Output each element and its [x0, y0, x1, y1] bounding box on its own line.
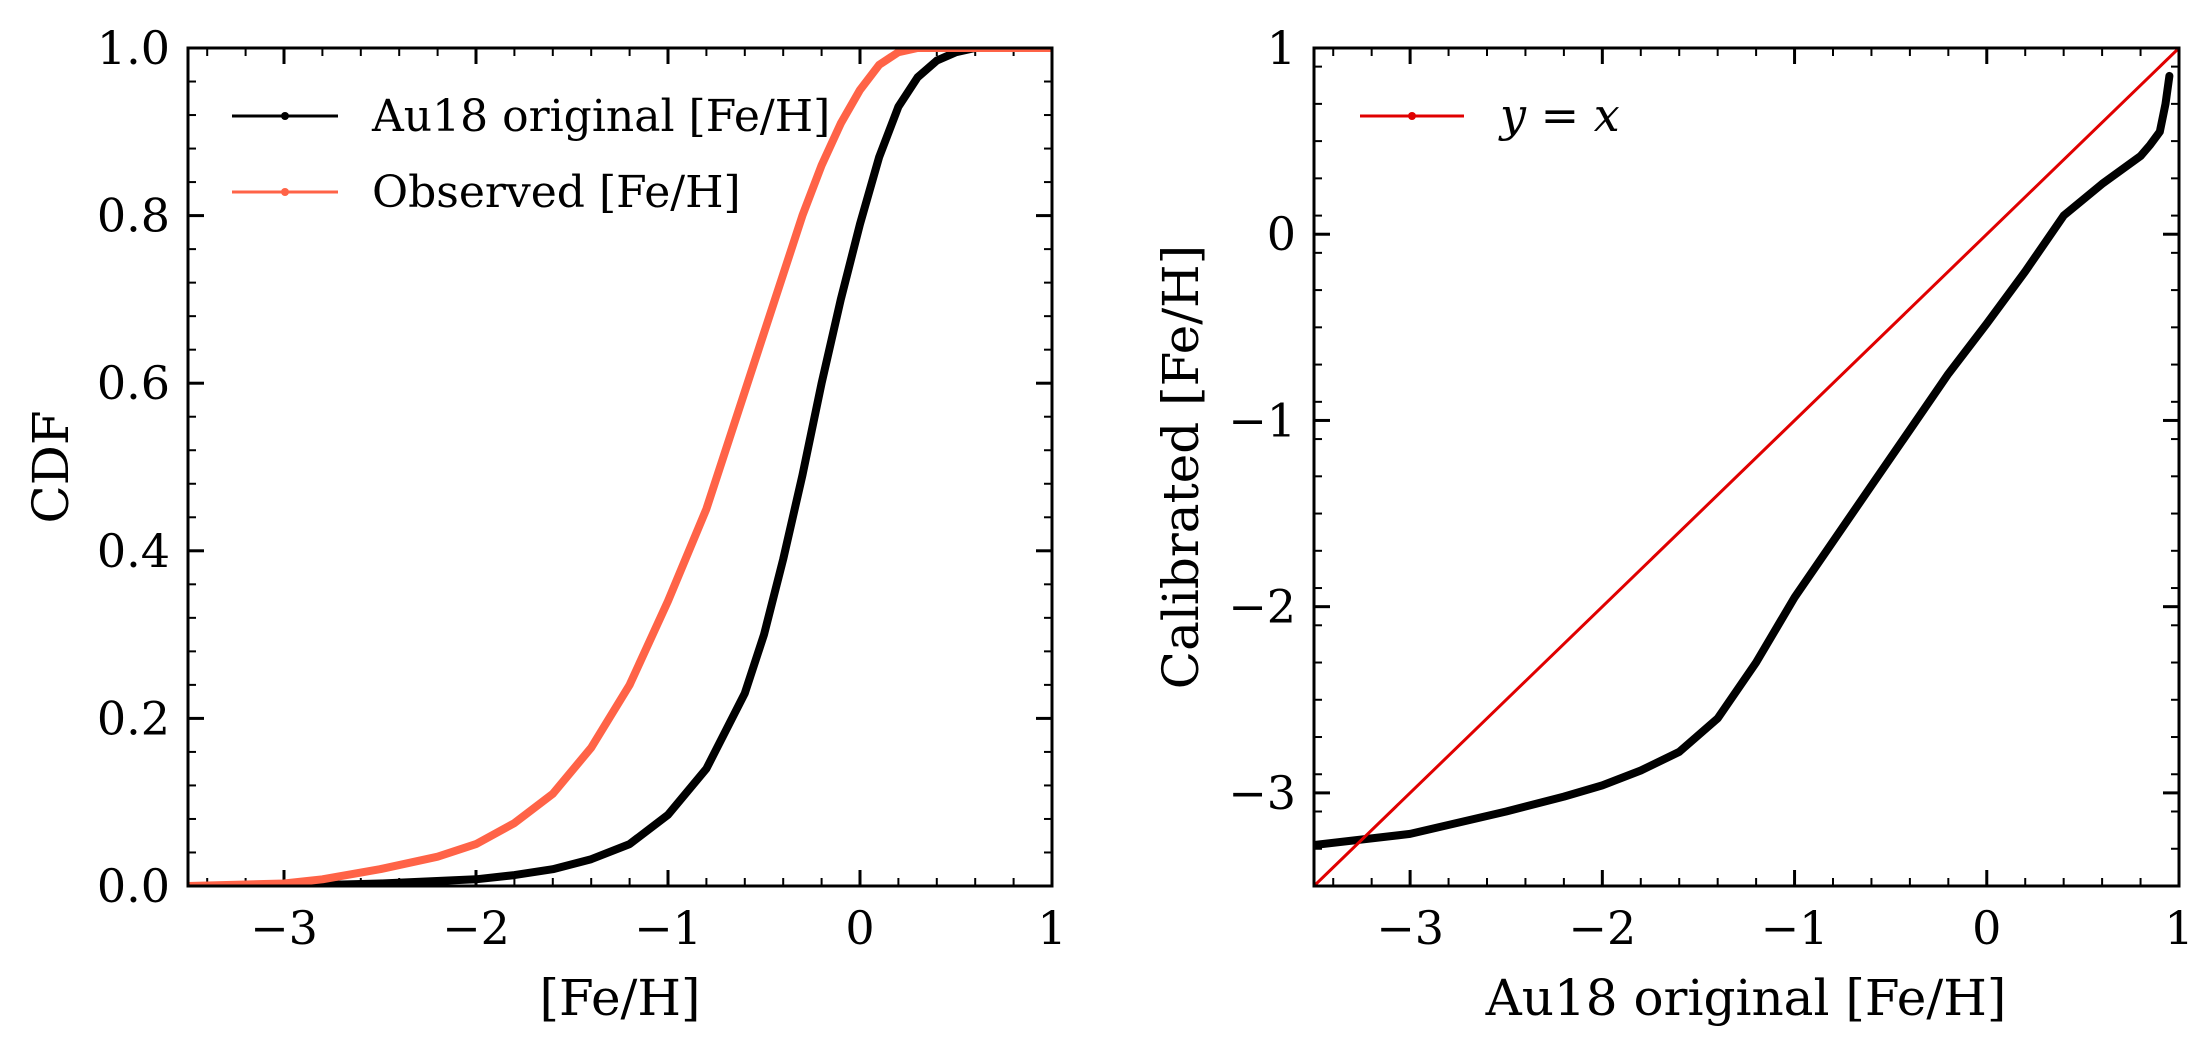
- x-tick-label: 1: [1037, 901, 1066, 955]
- left-panel: −3 −2 −1 0 1 0.0 0.2 0.4 0.6 0.8 1.0 [Fe/H] CDF A…: [22, 21, 1067, 1027]
- y-tick-label: 0.2: [97, 691, 170, 745]
- right-y-axis-label: Calibrated [Fe/H]: [1152, 245, 1210, 689]
- y-tick-label: −2: [1228, 580, 1296, 634]
- left-series-layer: [188, 48, 1052, 886]
- x-tick-label: −3: [250, 901, 318, 955]
- right-legend: y = x: [1360, 88, 1620, 142]
- legend-marker-observed: [281, 188, 289, 196]
- x-tick-label: −2: [1568, 901, 1636, 955]
- x-tick-label: 0: [845, 901, 874, 955]
- right-series-layer: [1314, 48, 2179, 886]
- series-line-au18-original-fe-h: [188, 48, 1052, 886]
- y-tick-label: 0: [1267, 207, 1296, 261]
- y-tick-label: 1: [1267, 21, 1296, 75]
- y-tick-label: −3: [1228, 766, 1296, 820]
- x-tick-label: −1: [634, 901, 702, 955]
- left-y-axis-label: CDF: [22, 410, 80, 523]
- x-tick-label: −3: [1376, 901, 1444, 955]
- right-axes-frame: [1312, 46, 2181, 888]
- left-x-tick-labels: −3 −2 −1 0 1: [250, 901, 1067, 955]
- left-x-axis-label: [Fe/H]: [539, 969, 700, 1027]
- left-axes-frame: [186, 46, 1054, 888]
- y-tick-label: 0.4: [97, 524, 170, 578]
- series-line-calibration-curve: [1314, 71, 2174, 849]
- right-panel: −3 −2 −1 0 1 −3 −2 −1 0 1 Au18 original [Fe/H] C…: [1152, 21, 2194, 1027]
- x-tick-label: 0: [1972, 901, 2001, 955]
- legend-label-observed: Observed [Fe/H]: [372, 167, 741, 218]
- y-tick-label: 0.8: [97, 189, 170, 243]
- legend-label-y-equals-x: y = x: [1498, 88, 1620, 142]
- legend-marker-y-equals-x: [1408, 112, 1416, 120]
- left-y-tick-labels: 0.0 0.2 0.4 0.6 0.8 1.0: [97, 21, 170, 913]
- series-line-y-x: [1314, 48, 2179, 886]
- series-line-observed-fe-h: [188, 48, 1052, 886]
- x-tick-label: −2: [442, 901, 510, 955]
- right-x-axis-label: Au18 original [Fe/H]: [1485, 969, 2007, 1027]
- legend-label-au18-original: Au18 original [Fe/H]: [371, 91, 830, 142]
- x-tick-label: 1: [2164, 901, 2193, 955]
- left-legend: Au18 original [Fe/H] Observed [Fe/H]: [232, 91, 830, 218]
- y-tick-label: −1: [1228, 393, 1296, 447]
- right-x-tick-labels: −3 −2 −1 0 1: [1376, 901, 2193, 955]
- x-tick-label: −1: [1761, 901, 1829, 955]
- y-tick-label: 0.0: [97, 859, 170, 913]
- y-tick-label: 0.6: [97, 356, 170, 410]
- legend-marker-au18-original: [281, 112, 289, 120]
- y-tick-label: 1.0: [97, 21, 170, 75]
- right-y-tick-labels: −3 −2 −1 0 1: [1228, 21, 1296, 820]
